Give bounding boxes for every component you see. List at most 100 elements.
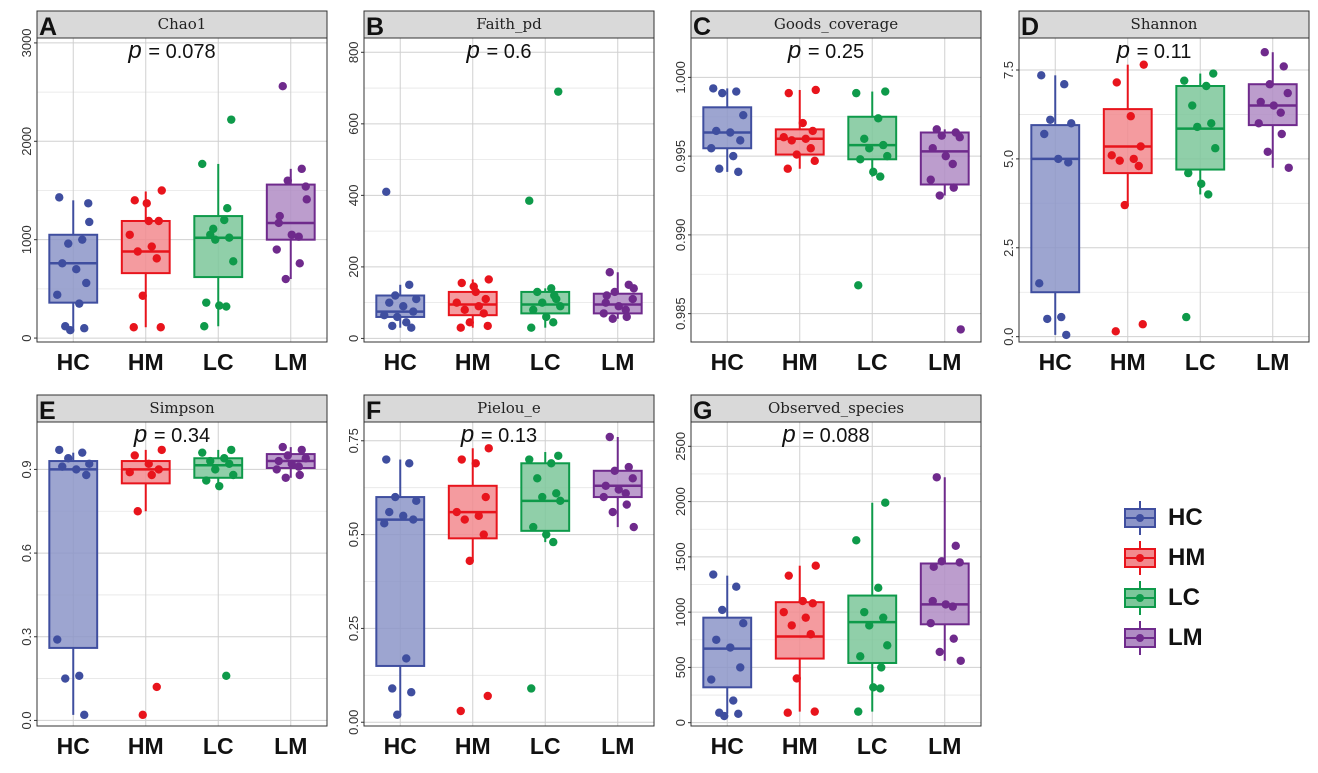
data-point [283,451,292,460]
x-tick-label: HM [455,733,491,759]
box-hc [375,459,426,715]
points-lc [198,445,238,680]
data-point [78,448,87,457]
data-point [811,85,820,95]
legend-point [1136,514,1144,522]
p-symbol: p [787,37,808,64]
data-point [949,183,958,192]
data-point [202,476,211,485]
x-tick-label: LM [928,349,961,375]
p-value: = 0.11 [1137,41,1192,63]
x-tick-label: HM [455,349,491,375]
data-point [144,216,153,226]
data-point [399,302,408,311]
data-point [133,507,142,516]
points-lc [852,498,892,716]
data-point [469,282,478,291]
points-hm [125,186,166,332]
data-point [72,465,81,474]
data-point [474,302,483,311]
data-point [941,151,950,161]
data-point [61,674,70,683]
data-point [1112,78,1121,87]
points-lm [926,125,965,334]
panel-title: Goods_coverage [774,15,898,33]
y-tick-label: 1500 [673,542,688,571]
data-point [283,176,292,185]
data-point [1136,142,1145,151]
legend-key-hm [1124,541,1156,575]
y-tick-label: 1000 [19,225,34,254]
data-point [935,191,944,200]
data-point [605,268,614,277]
y-tick-label: 0 [673,719,688,726]
data-point [527,323,536,332]
data-point [533,287,542,297]
points-hc [380,187,421,332]
data-point [1209,69,1218,78]
data-point [928,144,937,153]
data-point [538,298,547,307]
legend-point [1136,554,1144,562]
data-point [66,325,75,335]
data-point [474,511,483,521]
data-point [1057,312,1066,322]
data-point [1180,76,1189,85]
data-point [297,164,306,174]
data-point [402,318,411,327]
y-tick-label: 1.000 [673,61,688,94]
data-point [275,211,284,221]
x-tick-label: HC [711,733,744,759]
data-point [402,654,411,663]
data-point [806,144,815,153]
points-lm [272,442,310,482]
panel-d: Shannon Dp = 0.11 0.0 2.5 5.0 7.5 HC HM LC LM [1001,10,1310,375]
data-point [869,683,878,692]
data-point [407,323,416,332]
data-point [385,507,394,517]
data-point [610,287,619,297]
data-point [225,233,234,242]
data-point [1277,129,1286,139]
data-point [547,284,556,293]
data-point [736,136,745,145]
data-point [948,159,957,169]
data-point [608,314,617,323]
data-point [85,459,94,469]
data-point [1197,179,1206,188]
data-point [274,456,283,466]
data-point [465,556,474,566]
data-point [481,294,490,304]
data-point [85,217,94,227]
legend-label-hc: HC [1168,504,1203,531]
data-point [808,126,817,136]
x-tick-label: HM [128,733,164,759]
data-point [1037,71,1046,80]
data-point [529,305,538,315]
data-point [198,448,207,457]
data-point [1067,119,1076,128]
data-point [1204,190,1213,199]
data-point [941,600,950,609]
y-tick-label: 0 [19,334,34,341]
data-point [554,451,563,460]
data-point [484,444,493,453]
data-point [879,613,888,622]
data-point [599,492,608,502]
data-point [629,522,638,532]
y-tick-label: 0.3 [19,628,34,646]
y-tick-label: 0.995 [673,140,688,173]
data-point [452,507,461,517]
data-point [154,216,163,226]
data-point [138,291,147,300]
y-tick-label: 500 [673,657,688,679]
data-point [712,126,721,136]
panel-g: Observed_species Gp = 0.088 0 500 1000 1500 20… [673,394,982,759]
data-point [707,675,716,684]
data-point [621,489,630,498]
data-point [64,454,73,463]
p-symbol: p [1116,37,1137,64]
data-point [549,537,558,547]
data-point [926,175,935,184]
data-point [215,301,224,310]
